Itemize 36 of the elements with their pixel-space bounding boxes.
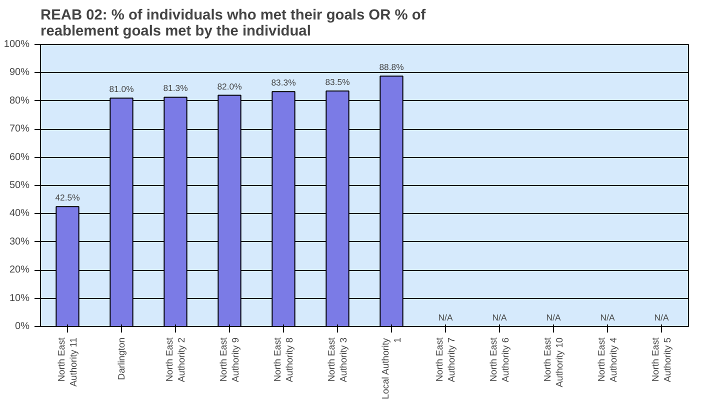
x-tick-label: North East Authority 9 xyxy=(218,337,240,382)
data-label: 88.8% xyxy=(379,62,404,72)
y-tick-label: 80% xyxy=(9,95,30,106)
text: N/A xyxy=(600,312,615,322)
y-tick-label: 20% xyxy=(9,264,30,276)
text: N/A xyxy=(492,312,507,322)
text: N/A xyxy=(546,312,561,322)
data-label: 82.0% xyxy=(217,81,242,92)
x-tick-label: North East Authority 2 xyxy=(164,337,186,382)
data-label: 42.5% xyxy=(55,192,80,203)
data-label: 83.5% xyxy=(325,77,350,88)
y-tick-label: 100% xyxy=(4,39,30,50)
x-tick-label: North East Authority 4 xyxy=(596,337,618,382)
x-tick-label: North East Authority 11 xyxy=(56,337,78,387)
x-tick-label: North East Authority 8 xyxy=(272,337,294,382)
x-tick-label: North East Authority 10 xyxy=(542,337,564,388)
y-tick-label: 0% xyxy=(15,321,30,332)
data-label: 81.3% xyxy=(163,83,188,94)
data-label: 81.0% xyxy=(109,84,134,94)
y-tick-label: 40% xyxy=(9,208,30,220)
x-tick-label: North East Authority 7 xyxy=(434,337,456,382)
y-tick-label: 70% xyxy=(9,124,30,135)
text: N/A xyxy=(654,312,669,322)
x-tick-label: Local Authority 1 xyxy=(380,337,402,400)
text: N/A xyxy=(438,312,453,322)
x-tick-label: North East Authority 6 xyxy=(488,337,510,382)
y-tick-label: 50% xyxy=(9,180,30,191)
x-tick-label: North East Authority 3 xyxy=(326,337,348,382)
chart-title: REAB 02: % of individuals who met their goals OR % of reablement goals met by the individual xyxy=(40,8,426,40)
y-tick-label: 90% xyxy=(9,67,30,78)
data-label: 83.3% xyxy=(271,78,296,88)
y-tick-label: 10% xyxy=(9,292,30,304)
y-tick-label: 60% xyxy=(9,152,30,163)
x-tick-label: North East Authority 5 xyxy=(650,337,672,382)
y-tick-label: 30% xyxy=(9,236,30,248)
x-tick-label: Darlington xyxy=(116,337,126,380)
